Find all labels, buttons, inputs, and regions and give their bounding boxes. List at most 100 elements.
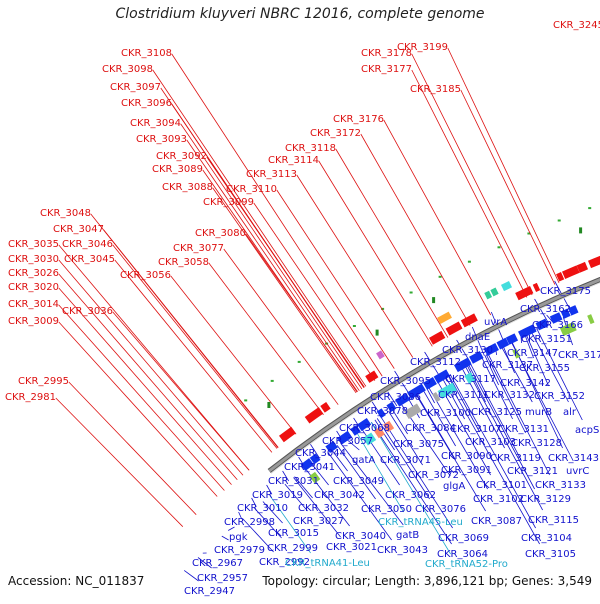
forward-gene-label-leader [56,398,183,527]
forward-cds-arrow [578,266,586,270]
forward-gene-label: CKR_3094 [130,118,181,129]
map-title: Clostridium kluyveri NBRC 12016, complet… [0,6,600,22]
reverse-gene-label: CKR_3121 [507,466,558,477]
reverse-gene-label: CKR_3057 [322,436,373,447]
forward-gene-label: CKR_3035 [8,239,59,250]
forward-gene-label: CKR_3118 [285,143,336,154]
reverse-gene-label: CKR_3010 [237,503,288,514]
trna-label: CKR_tRNA41-Leu [285,558,370,569]
reverse-gene-label: CKR_3132 [484,390,535,401]
forward-cds-arrow [323,405,329,409]
forward-gene-label: CKR_3113 [246,169,297,180]
forward-gene-label-leader [172,54,382,376]
gc-skew-dot [410,292,413,294]
forward-gene-label-leader [209,263,324,415]
forward-gene-label-leader [59,288,232,485]
forward-gene-label: CKR_3114 [268,155,319,166]
gc-skew-dot [468,261,471,263]
forward-gene-label-leader [254,203,375,381]
reverse-gene-label: pgk [229,532,248,543]
reverse-gene-label: CKR_2957 [197,573,248,584]
reverse-gene-label: glgA [443,481,465,492]
reverse-gene-label: CKR_3117 [445,374,496,385]
forward-gene-label: CKR_3177 [361,64,412,75]
reverse-cds-arrow [498,341,507,346]
reverse-gene-label: CKR_3105 [525,549,576,560]
reverse-gene-label: CKR_3101 [476,480,527,491]
forward-gene-label-leader [461,90,555,285]
forward-gene-label: CKR_3014 [8,299,59,310]
reverse-gene-label: CKR_3112 [410,357,461,368]
reverse-gene-label: CKR_2999 [267,543,318,554]
forward-cds-arrow [463,317,476,324]
forward-gene-label: CKR_2981 [5,392,56,403]
reverse-gene-label: uvrC [566,466,589,477]
forward-cds-arrow [558,276,563,278]
reverse-gene-label: CKR_3042 [314,490,365,501]
reverse-gene-label: CKR_3162 [520,304,571,315]
gc-skew-dot [498,246,501,248]
reverse-gene-label: CKR_3173 [558,350,600,361]
reverse-gene-label: CKR_3049 [333,476,384,487]
reverse-gene-label: CKR_3142 [500,378,551,389]
forward-gene-label: CKR_3172 [310,128,361,139]
forward-gene-label-leader [224,249,338,405]
gc-skew-dot [244,399,247,401]
reverse-gene-label: CKR_3100 [420,408,471,419]
forward-gene-label: CKR_3089 [152,164,203,175]
reverse-gene-label: CKR_3068 [339,423,390,434]
gc-content-bar [376,330,379,336]
forward-gene-label-leader [336,149,448,338]
reverse-gene-label: CKR_3087 [471,516,522,527]
forward-cds-arrow [431,334,443,341]
forward-gene-label-leader [412,70,527,297]
reverse-gene-label: CKR_3032 [298,503,349,514]
forward-gene-label: CKR_3036 [62,306,113,317]
forward-gene-label-leader [171,276,296,434]
reverse-gene-label: CKR_3027 [293,516,344,527]
reverse-gene-label: CKR_3125 [471,407,522,418]
forward-gene-label: CKR_3047 [53,224,104,235]
forward-gene-label: CKR_2995 [18,376,69,387]
reverse-gene-label: CKR_3043 [377,545,428,556]
reverse-gene-label: CKR_3129 [520,494,571,505]
forward-gene-label: CKR_3093 [136,134,187,145]
forward-gene-label: CKR_3026 [8,268,59,279]
reverse-gene-label: CKR_3075 [393,439,444,450]
reverse-gene-label: CKR_3084 [405,423,456,434]
forward-gene-label: CKR_3009 [8,316,59,327]
reverse-gene-label: CKR_3119 [490,453,541,464]
reverse-gene-label: CKR_3031 [268,476,319,487]
reverse-gene-label: CKR_3143 [548,453,599,464]
gc-skew-dot [353,325,356,327]
forward-cds-arrow [367,374,376,380]
reverse-gene-label: CKR_2967 [192,558,243,569]
reverse-gene-label: CKR_3147 [507,348,558,359]
forward-cds-arrow [307,410,321,420]
reverse-gene-label: CKR_3090 [441,451,492,462]
reverse-gene-label: CKR_3155 [519,363,570,374]
forward-gene-label-leader [213,188,356,393]
gc-skew-dot [298,361,301,363]
reverse-gene-label: CKR_3152 [534,391,585,402]
trna-label: CKR_tRNA45-Leu [378,517,463,528]
forward-gene-label-leader [448,48,559,283]
reverse-gene-label: CKR_3041 [284,462,335,473]
forward-gene-label: CKR_3030 [8,254,59,265]
forward-cds-arrow [517,290,532,297]
forward-gene-label-leader [361,134,470,326]
gc-skew-dot [271,380,274,382]
gc-content-bar [579,227,582,233]
reverse-gene-label: CKR_3111 [438,390,489,401]
forward-gene-label: CKR_3098 [102,64,153,75]
forward-gene-label: CKR_3080 [195,228,246,239]
reverse-gene-label: murB [525,407,552,418]
reverse-gene-label: acpS [575,425,599,436]
reverse-gene-label: CKR_3040 [335,531,386,542]
forward-gene-label: CKR_3110 [226,184,277,195]
gc-content-bar [267,402,270,408]
genome-summary-text: Topology: circular; Length: 3,896,121 bp… [262,574,592,588]
forward-gene-label-leader [59,322,217,497]
